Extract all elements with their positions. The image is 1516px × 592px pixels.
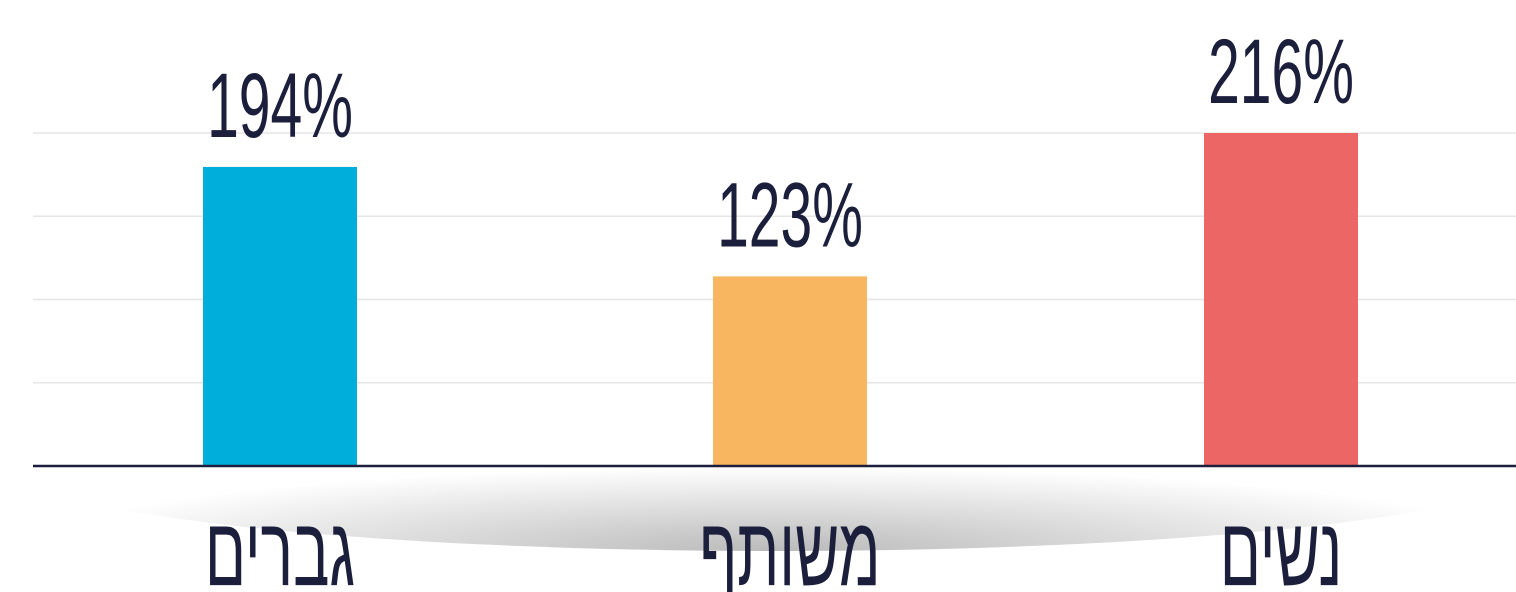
x-tick-label: משותף xyxy=(699,497,880,592)
value-label: 123% xyxy=(717,165,863,267)
bar xyxy=(1204,133,1358,466)
x-tick-label: נשים xyxy=(1220,497,1343,592)
bar xyxy=(713,276,867,466)
value-label: 216% xyxy=(1208,21,1354,123)
bar xyxy=(203,166,357,466)
value-label: 194% xyxy=(207,55,353,157)
x-tick-label: גברים xyxy=(205,497,355,592)
